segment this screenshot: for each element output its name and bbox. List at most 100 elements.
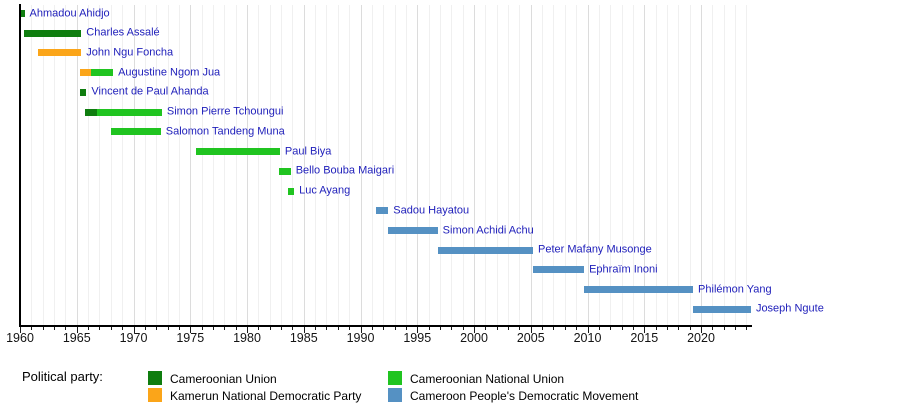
gridline [666, 5, 668, 325]
axis-tick [428, 326, 430, 330]
axis-tick [349, 326, 351, 330]
y-axis-line [19, 4, 21, 326]
gridline [621, 5, 623, 325]
gridline [360, 5, 362, 325]
gridline [303, 5, 305, 325]
gridline [508, 5, 510, 325]
gridline [99, 5, 101, 325]
axis-tick [247, 326, 248, 333]
pm-name-label[interactable]: Philémon Yang [698, 283, 772, 296]
axis-tick [258, 326, 260, 330]
axis-tick [337, 326, 339, 330]
axis-tick [88, 326, 90, 330]
gridline [54, 5, 56, 325]
gridline [247, 5, 248, 325]
timeline-bar-segment [110, 128, 161, 136]
axis-tick-label: 2005 [516, 331, 545, 345]
pm-name-label[interactable]: Ahmadou Ahidjo [29, 7, 110, 19]
axis-tick [76, 326, 78, 333]
gridline [31, 5, 33, 325]
x-axis-line [19, 325, 753, 327]
axis-tick [65, 326, 67, 330]
gridline [190, 5, 192, 325]
axis-tick [735, 326, 737, 330]
gridline [133, 5, 135, 325]
timeline-bar-segment [97, 108, 162, 116]
legend-swatch [388, 371, 402, 385]
legend-title: Political party: [22, 369, 103, 384]
axis-tick-label: 1970 [119, 331, 148, 345]
timeline-bar-segment [279, 167, 291, 175]
axis-tick [462, 326, 464, 330]
gridline [587, 5, 589, 325]
gridline [201, 5, 203, 325]
gridline [156, 5, 158, 325]
axis-tick [530, 326, 532, 333]
axis-tick [474, 326, 475, 333]
timeline-bar-segment [85, 108, 98, 116]
pm-name-label[interactable]: Simon Achidi Achu [442, 224, 534, 237]
gridline [212, 5, 214, 325]
axis-tick [292, 326, 294, 330]
axis-tick-label: 1990 [346, 331, 375, 345]
pm-name-label[interactable]: Joseph Ngute [755, 302, 824, 315]
axis-tick [644, 326, 646, 333]
pm-name-label[interactable]: Ephraïm Inoni [589, 263, 658, 276]
pm-name-label[interactable]: Bello Bouba Maigari [295, 164, 395, 177]
legend-swatch [388, 388, 402, 402]
pm-name-label[interactable]: Charles Assalé [86, 26, 160, 39]
axis-tick [269, 326, 271, 330]
pm-name-label[interactable]: Augustine Ngom Jua [118, 66, 221, 79]
legend-label: Kamerun National Democratic Party [170, 389, 362, 403]
axis-tick [20, 326, 21, 333]
gridline [224, 5, 226, 325]
pm-name-label[interactable]: Sadou Hayatou [393, 204, 470, 217]
axis-tick [564, 326, 566, 330]
axis-tick [326, 326, 328, 330]
axis-tick [224, 326, 226, 330]
gridline [281, 5, 283, 325]
gridline [417, 5, 419, 325]
gridline [701, 5, 702, 325]
axis-tick [678, 326, 680, 330]
gridline [564, 5, 566, 325]
gridline [542, 5, 544, 325]
axis-tick [598, 326, 600, 330]
axis-tick [451, 326, 453, 330]
gridline [496, 5, 498, 325]
axis-tick [178, 326, 180, 330]
gridline [735, 5, 737, 325]
gridline [746, 5, 748, 325]
pm-name-label[interactable]: John Ngu Foncha [86, 46, 174, 59]
gridline [65, 5, 67, 325]
axis-tick-label: 1980 [233, 331, 261, 345]
pm-name-label[interactable]: Luc Ayang [299, 184, 351, 197]
gridline [530, 5, 532, 325]
timeline-bar-segment [20, 10, 25, 17]
pm-name-label[interactable]: Paul Biya [284, 145, 332, 158]
legend-label: Cameroonian National Union [410, 372, 565, 386]
gridline [712, 5, 714, 325]
timeline-bar-segment [437, 246, 533, 254]
axis-tick [201, 326, 203, 330]
axis-tick [496, 326, 498, 330]
pm-name-label[interactable]: Vincent de Paul Ahanda [91, 85, 209, 98]
timeline-bar-segment [195, 148, 280, 156]
pm-name-label[interactable]: Peter Mafany Musonge [538, 243, 652, 256]
timeline-bar-segment [376, 207, 389, 215]
gridline [610, 5, 612, 325]
axis-tick [632, 326, 634, 330]
gridline [88, 5, 90, 325]
gridline [110, 5, 112, 325]
gridline [644, 5, 646, 325]
timeline-bar-segment [533, 266, 585, 274]
gridline [258, 5, 260, 325]
gridline [337, 5, 339, 325]
axis-tick [156, 326, 158, 330]
pm-name-label[interactable]: Salomon Tandeng Muna [165, 125, 285, 138]
axis-tick [610, 326, 612, 330]
axis-tick [621, 326, 623, 330]
gridline [235, 5, 237, 325]
pm-name-label[interactable]: Simon Pierre Tchoungui [166, 105, 284, 118]
